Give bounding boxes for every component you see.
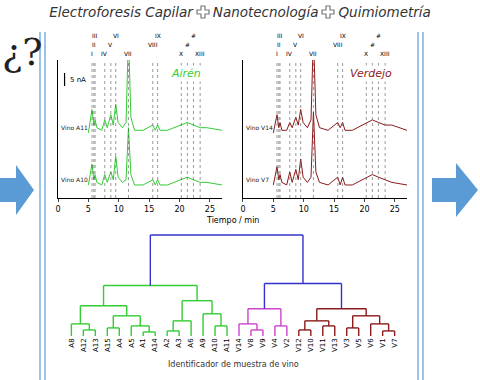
svg-text:A2: A2 xyxy=(163,338,171,347)
svg-text:15: 15 xyxy=(329,205,339,214)
svg-text:#: # xyxy=(185,41,190,48)
svg-text:20: 20 xyxy=(174,205,184,214)
svg-text:VI: VI xyxy=(113,32,119,39)
svg-text:X: X xyxy=(364,50,368,57)
svg-text:A5: A5 xyxy=(128,338,136,347)
svg-text:A3: A3 xyxy=(175,338,183,347)
svg-text:V14: V14 xyxy=(235,338,243,352)
svg-text:25: 25 xyxy=(390,205,400,214)
svg-text:V11: V11 xyxy=(319,338,327,352)
svg-text:A15: A15 xyxy=(104,338,112,352)
svg-text:5 nA: 5 nA xyxy=(70,76,86,84)
svg-text:VI: VI xyxy=(298,32,304,39)
svg-text:XIII: XIII xyxy=(195,50,205,57)
svg-text:VIII: VIII xyxy=(333,41,343,48)
svg-text:Identificador de muestra de vi: Identificador de muestra de vino xyxy=(168,360,299,369)
svg-text:VII: VII xyxy=(309,50,317,57)
svg-text:A14: A14 xyxy=(151,338,159,352)
svg-text:5: 5 xyxy=(86,205,91,214)
svg-text:#: # xyxy=(191,32,196,39)
svg-text:A11: A11 xyxy=(223,338,231,352)
svg-text:A6: A6 xyxy=(187,338,195,348)
svg-text:V1: V1 xyxy=(379,338,387,347)
svg-text:V3: V3 xyxy=(343,338,351,347)
svg-text:A4: A4 xyxy=(116,338,124,348)
svg-text:Vino V7: Vino V7 xyxy=(246,176,269,183)
svg-text:III: III xyxy=(277,32,283,39)
svg-text:Verdejo: Verdejo xyxy=(350,67,392,80)
svg-text:V9: V9 xyxy=(259,338,267,347)
svg-text:0: 0 xyxy=(240,205,245,214)
svg-text:I: I xyxy=(91,50,93,57)
svg-text:A10: A10 xyxy=(211,338,219,352)
svg-text:Airén: Airén xyxy=(171,67,201,80)
svg-text:A12: A12 xyxy=(80,338,88,352)
svg-text:V2: V2 xyxy=(283,338,291,347)
svg-text:II: II xyxy=(277,41,281,48)
svg-text:A9: A9 xyxy=(199,338,207,347)
svg-text:5: 5 xyxy=(271,205,276,214)
svg-text:Vino A10: Vino A10 xyxy=(61,176,88,183)
svg-text:V6: V6 xyxy=(367,338,375,348)
html-text:Electroforesis Capilar: Electroforesis Capilar xyxy=(49,4,193,20)
svg-text:10: 10 xyxy=(114,205,124,214)
svg-text:V: V xyxy=(108,41,113,48)
svg-text:IV: IV xyxy=(101,50,108,57)
svg-text:20: 20 xyxy=(359,205,369,214)
svg-text:XIII: XIII xyxy=(380,50,390,57)
svg-text:V8: V8 xyxy=(247,338,255,347)
svg-text:25: 25 xyxy=(205,205,215,214)
svg-text:0: 0 xyxy=(55,205,60,214)
svg-text:A8: A8 xyxy=(68,338,76,347)
html-text:Nanotecnología: Nanotecnología xyxy=(212,4,319,20)
svg-text:#: # xyxy=(370,41,375,48)
svg-text:V10: V10 xyxy=(307,338,315,352)
svg-text:V13: V13 xyxy=(331,338,339,352)
svg-text:15: 15 xyxy=(144,205,154,214)
svg-text:Vino V14: Vino V14 xyxy=(246,124,273,131)
svg-text:Tiempo / min: Tiempo / min xyxy=(206,216,259,225)
svg-text:Vino A11: Vino A11 xyxy=(61,124,88,131)
svg-text:V4: V4 xyxy=(271,338,279,348)
svg-text:V7: V7 xyxy=(391,338,399,347)
svg-text:V5: V5 xyxy=(355,338,363,347)
svg-text:#: # xyxy=(376,32,381,39)
svg-text:II: II xyxy=(92,41,96,48)
svg-text:V12: V12 xyxy=(295,338,303,352)
svg-text:10: 10 xyxy=(299,205,309,214)
svg-text:IX: IX xyxy=(340,32,346,39)
svg-text:V: V xyxy=(293,41,298,48)
html-text:Quimiometría: Quimiometría xyxy=(338,4,431,20)
svg-text:VII: VII xyxy=(124,50,132,57)
svg-text:A1: A1 xyxy=(139,338,147,347)
svg-text:I: I xyxy=(276,50,278,57)
svg-text:X: X xyxy=(179,50,183,57)
svg-text:IX: IX xyxy=(155,32,161,39)
svg-text:A13: A13 xyxy=(92,338,100,352)
svg-text:VIII: VIII xyxy=(148,41,158,48)
svg-text:IV: IV xyxy=(286,50,293,57)
svg-text:III: III xyxy=(92,32,98,39)
